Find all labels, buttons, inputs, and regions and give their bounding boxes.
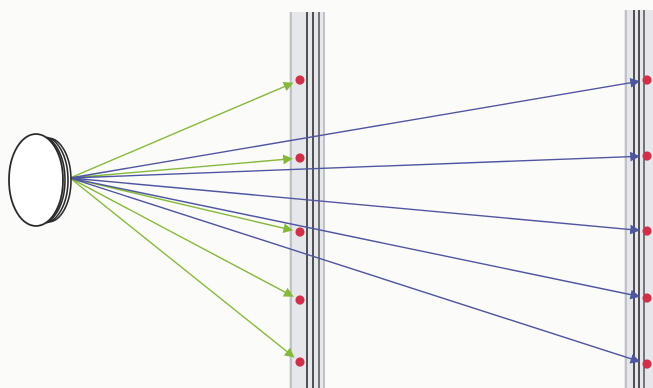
far-marker-4 <box>642 293 652 303</box>
far-panel <box>624 10 653 388</box>
near-panel-markers <box>295 75 305 367</box>
near-rays <box>69 82 295 358</box>
far-ray-5 <box>69 177 641 364</box>
near-ray-1 <box>69 82 294 179</box>
near-ray-5 <box>69 177 295 358</box>
near-marker-3 <box>295 227 305 237</box>
far-marker-2 <box>642 151 652 161</box>
near-marker-4 <box>295 295 305 305</box>
disc-source-icon <box>8 133 72 227</box>
far-ray-4 <box>69 177 641 300</box>
near-marker-2 <box>295 153 305 163</box>
far-marker-1 <box>642 75 652 85</box>
near-marker-1 <box>295 75 305 85</box>
far-ray-1 <box>69 77 641 179</box>
far-ray-2 <box>69 151 640 179</box>
near-ray-4 <box>69 177 294 297</box>
disc-face <box>8 133 64 227</box>
far-rays <box>69 77 641 364</box>
near-ray-3 <box>69 177 294 233</box>
far-ray-3 <box>69 177 640 235</box>
near-marker-5 <box>295 357 305 367</box>
far-panel-markers <box>642 75 652 369</box>
near-ray-2 <box>69 154 293 179</box>
far-marker-3 <box>642 226 652 236</box>
far-marker-5 <box>642 359 652 369</box>
